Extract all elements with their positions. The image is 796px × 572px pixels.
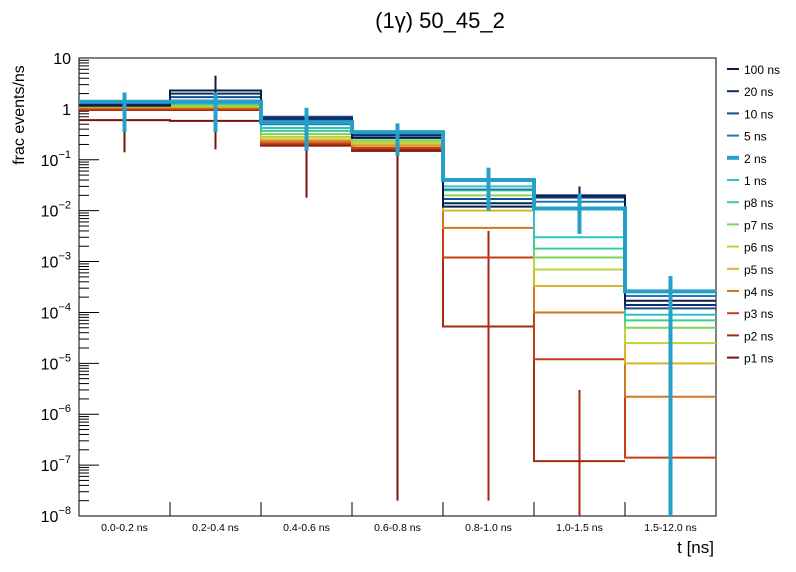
legend-label: p7 ns: [744, 218, 773, 232]
series-line: [79, 99, 716, 294]
legend-label: 2 ns: [744, 152, 767, 166]
x-tick-label: 0.0-0.2 ns: [101, 522, 148, 534]
legend-label: 100 ns: [744, 63, 780, 77]
series-group: [79, 75, 716, 516]
series-p2-ns: [79, 109, 625, 516]
legend-label: p2 ns: [744, 329, 773, 343]
x-axis-label: t [ns]: [677, 538, 714, 557]
y-tick-label: 1: [62, 102, 71, 119]
y-axis-label: frac events/ns: [11, 65, 28, 165]
x-tick-label: 0.6-0.8 ns: [374, 522, 421, 534]
y-tick-label: 10−6: [41, 403, 71, 424]
x-tick-label: 1.0-1.5 ns: [556, 522, 603, 534]
legend-label: 1 ns: [744, 174, 767, 188]
plot-frame: [78, 57, 717, 517]
legend-label: 5 ns: [744, 130, 767, 144]
plot-area: [78, 57, 717, 517]
y-tick-label: 10−5: [41, 352, 71, 373]
series-2-ns: [79, 92, 716, 516]
x-axis: 0.0-0.2 ns 0.2-0.4 ns 0.4-0.6 ns 0.6-0.8 ns…: [78, 502, 717, 534]
legend-label: p4 ns: [744, 285, 773, 299]
series-p1-ns: [79, 106, 443, 501]
legend-label: 10 ns: [744, 107, 773, 121]
chart-title: (1γ) 50_45_2: [375, 8, 505, 33]
x-tick-label: 1.5-12.0 ns: [644, 522, 697, 534]
legend-label: p6 ns: [744, 241, 773, 255]
y-tick-label: 10−1: [41, 149, 71, 170]
y-tick-label: 10−8: [41, 505, 71, 526]
y-tick-label: 10: [53, 51, 71, 68]
x-tick-label: 0.4-0.6 ns: [283, 522, 330, 534]
legend-label: 20 ns: [744, 85, 773, 99]
y-axis: 10 1 10−1 10−2 10−3 10−4 10−5 10−6 10−7 10−8: [41, 51, 99, 526]
y-tick-label: 10−4: [41, 301, 71, 322]
x-tick-label: 0.2-0.4 ns: [192, 522, 239, 534]
x-tick-label: 0.8-1.0 ns: [465, 522, 512, 534]
legend-label: p1 ns: [744, 352, 773, 366]
y-tick-label: 10−3: [41, 251, 71, 272]
y-tick-label: 10−7: [41, 454, 71, 475]
legend-label: p8 ns: [744, 196, 773, 210]
legend: 100 ns 20 ns 10 ns 5 ns 2 ns 1 ns p8 ns p7 ns p6…: [727, 63, 780, 366]
legend-label: p3 ns: [744, 307, 773, 321]
series-line: [79, 109, 625, 463]
y-tick-label: 10−2: [41, 200, 71, 221]
legend-label: p5 ns: [744, 263, 773, 277]
